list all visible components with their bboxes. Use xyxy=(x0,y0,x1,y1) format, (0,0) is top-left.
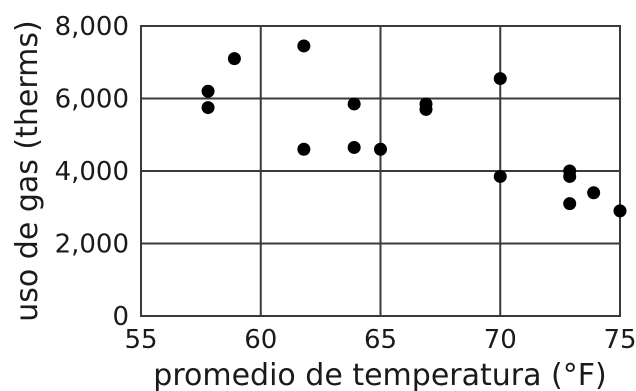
y-tick-label: 8,000 xyxy=(55,12,129,42)
data-point xyxy=(419,102,433,116)
data-points xyxy=(201,39,627,218)
x-axis-label: promedio de temperatura (°F) xyxy=(153,358,606,391)
x-tick-label: 75 xyxy=(603,325,636,355)
plot-frame xyxy=(140,25,621,317)
data-point xyxy=(297,39,311,53)
data-point xyxy=(587,186,601,200)
x-tick-label: 60 xyxy=(244,325,277,355)
y-tick-label: 4,000 xyxy=(55,157,129,187)
data-point xyxy=(563,169,577,183)
y-axis-label: uso de gas (therms) xyxy=(10,20,45,321)
y-tick-labels: 0 2,000 4,000 6,000 8,000 xyxy=(55,12,129,332)
grid xyxy=(140,25,621,317)
data-point xyxy=(347,97,361,111)
y-tick-label: 6,000 xyxy=(55,85,129,115)
y-tick-label: 2,000 xyxy=(55,230,129,260)
data-point xyxy=(374,142,387,156)
data-point xyxy=(613,204,627,218)
data-point xyxy=(563,197,577,211)
data-point xyxy=(493,169,507,183)
data-point xyxy=(227,52,241,66)
x-tick-label: 70 xyxy=(484,325,517,355)
x-tick-label: 65 xyxy=(364,325,397,355)
data-point xyxy=(493,72,507,86)
data-point xyxy=(201,101,215,115)
y-tick-label: 0 xyxy=(112,302,129,332)
data-point xyxy=(297,142,311,156)
x-tick-label: 55 xyxy=(124,325,157,355)
x-tick-labels: 55 60 65 70 75 xyxy=(124,325,636,355)
data-point xyxy=(201,84,215,98)
data-point xyxy=(347,140,361,154)
